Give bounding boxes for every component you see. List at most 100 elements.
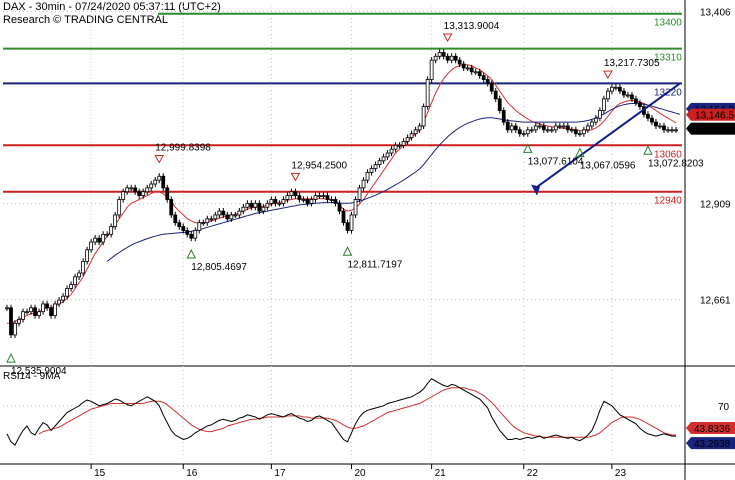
candle-body (237, 210, 242, 216)
candle-body (658, 125, 662, 128)
rsi-tag-label: 43.8336 (694, 424, 731, 435)
candle-body (341, 210, 346, 224)
candle-body (257, 202, 262, 212)
candle-body (177, 222, 182, 227)
candle-body (209, 218, 214, 221)
candle-body (29, 307, 33, 313)
candle-body (317, 195, 322, 198)
candle-body (561, 125, 566, 128)
candle-body (610, 86, 614, 92)
candle-body (49, 307, 53, 316)
candle-body (646, 113, 650, 119)
candle-body (113, 214, 118, 227)
candle-body (161, 175, 166, 189)
price-annotation: 12,999.8398 (155, 143, 211, 154)
candle-body (265, 202, 270, 208)
price-tag: 13,103.4 (686, 122, 735, 136)
candle-body (457, 59, 462, 65)
y-tick-label: 13,406 (700, 7, 731, 18)
candle-body (529, 129, 534, 132)
candle-body (493, 90, 498, 100)
projection-arrow (535, 82, 681, 189)
price-annotation: 12,811.7197 (348, 259, 403, 270)
candle-body (553, 125, 558, 131)
x-tick-label: 21 (435, 468, 447, 479)
rsi-tag-bg (691, 422, 735, 434)
candle-body (269, 199, 274, 204)
level-label: 13400 (654, 18, 682, 29)
candle-body (37, 311, 41, 316)
rsi-value-tag: 43.8336 (686, 422, 735, 435)
candle-body (485, 79, 490, 84)
candle-body (650, 117, 654, 123)
candle-body (654, 121, 658, 127)
rsi-tag-bg (691, 437, 735, 450)
candle-body (13, 322, 17, 336)
price-annotation: 13,077.6104 (528, 156, 584, 167)
candle-body (413, 129, 418, 135)
candle-body (377, 160, 382, 166)
candle-body (421, 106, 426, 127)
candle-body (313, 195, 318, 200)
candle-body (670, 129, 674, 132)
candle-body (173, 214, 178, 224)
candle-body (81, 260, 86, 274)
price-annotation: 12,954.2500 (291, 160, 347, 171)
candle-body (666, 129, 670, 132)
candle-body (593, 117, 598, 123)
candle-body (397, 144, 402, 147)
candle-body (5, 307, 9, 310)
candle-body (233, 214, 238, 217)
candle-body (537, 125, 542, 128)
candle-body (153, 179, 158, 185)
candle-body (353, 199, 358, 216)
ma-slow-line (106, 103, 681, 262)
candle-body (465, 67, 470, 70)
candle-body (41, 303, 45, 313)
candle-body (229, 214, 234, 220)
price-tag-bg (691, 108, 735, 121)
candle-body (77, 272, 82, 278)
price-annotation: 13,313.9004 (444, 21, 500, 32)
price-annotation: 13,072.8203 (648, 158, 704, 169)
candle-body (549, 129, 554, 132)
candles (5, 49, 681, 339)
candle-body (69, 284, 73, 289)
low-marker-icon (342, 246, 353, 256)
candle-body (521, 133, 526, 136)
candle-body (501, 110, 506, 123)
candle-body (261, 206, 266, 212)
high-marker-icon (290, 172, 301, 182)
candle-body (33, 307, 37, 316)
candle-body (662, 125, 666, 131)
candle-body (489, 82, 494, 92)
candle-body (589, 121, 594, 127)
candle-body (25, 311, 29, 314)
x-tick-label: 16 (186, 468, 198, 479)
candle-body (305, 199, 310, 204)
candle-body (441, 52, 446, 57)
candle-body (273, 199, 278, 204)
candle-body (505, 121, 510, 131)
candle-body (241, 206, 246, 212)
rsi-tag-label: 43.2938 (694, 439, 731, 450)
moving-averages (7, 64, 681, 324)
candle-body (285, 195, 290, 200)
candle-body (117, 199, 122, 216)
chart-title: DAX - 30min - 07/24/2020 05:37:11 (UTC+2… (3, 1, 221, 13)
candle-body (630, 94, 634, 100)
rsi-line (6, 378, 676, 446)
candle-body (213, 214, 218, 220)
candle-body (477, 71, 482, 77)
chart-subtitle: Research © TRADING CENTRAL (3, 14, 168, 26)
candle-body (365, 171, 370, 181)
price-annotation: 12,535.9004 (11, 366, 67, 377)
high-marker-icon (442, 33, 453, 43)
candle-body (17, 319, 21, 324)
candle-body (149, 183, 154, 189)
x-tick-label: 15 (94, 468, 106, 479)
candle-body (57, 299, 61, 305)
candle-body (349, 214, 354, 231)
low-marker-icon (522, 143, 533, 153)
